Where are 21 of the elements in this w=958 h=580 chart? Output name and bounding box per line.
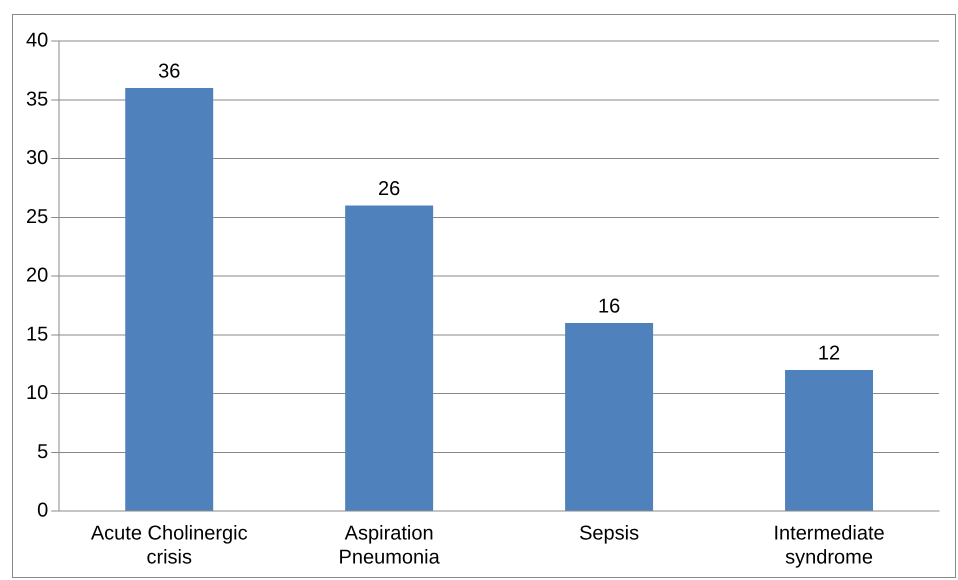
y-tick-label: 25	[26, 206, 48, 228]
bar	[345, 206, 434, 510]
bar	[785, 370, 874, 510]
bar	[125, 88, 214, 510]
y-tick-label: 5	[37, 440, 48, 463]
data-label: 12	[818, 342, 840, 365]
y-tick-label: 15	[26, 323, 48, 346]
data-label: 36	[158, 60, 180, 83]
y-tick-label: 10	[26, 382, 48, 404]
y-tick-label: 40	[26, 30, 48, 52]
x-tick-label: Intermediate syndrome	[773, 522, 885, 569]
y-tick-label: 30	[26, 147, 48, 170]
data-label: 26	[378, 178, 400, 200]
x-tick-label: Aspiration Pneumonia	[338, 522, 441, 569]
y-tick-label: 35	[26, 88, 48, 110]
x-tick-label: Acute Cholinergic crisis	[90, 522, 248, 569]
data-label: 16	[598, 296, 620, 318]
y-tick-label: 20	[26, 264, 48, 287]
x-tick-label: Sepsis	[579, 522, 640, 545]
bar	[565, 323, 654, 510]
y-tick-label: 0	[37, 500, 48, 522]
